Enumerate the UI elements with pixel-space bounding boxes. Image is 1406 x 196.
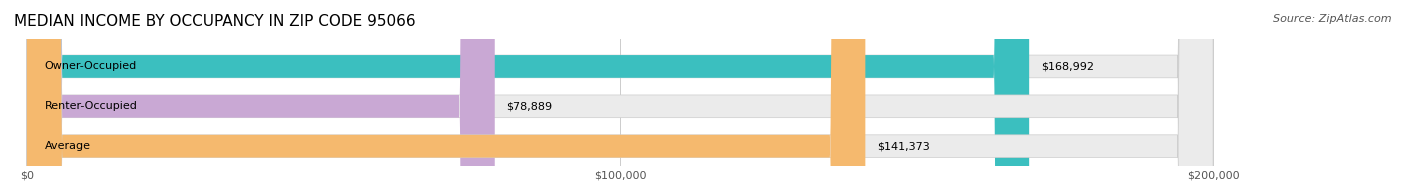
Text: $168,992: $168,992 [1040, 61, 1094, 71]
FancyBboxPatch shape [27, 0, 1213, 196]
FancyBboxPatch shape [27, 0, 1213, 196]
FancyBboxPatch shape [27, 0, 495, 196]
Text: Owner-Occupied: Owner-Occupied [45, 61, 136, 71]
Text: $78,889: $78,889 [506, 101, 553, 111]
Text: Average: Average [45, 141, 90, 151]
Text: $141,373: $141,373 [877, 141, 929, 151]
FancyBboxPatch shape [27, 0, 1213, 196]
FancyBboxPatch shape [27, 0, 1029, 196]
FancyBboxPatch shape [27, 0, 865, 196]
Text: Renter-Occupied: Renter-Occupied [45, 101, 138, 111]
Text: Source: ZipAtlas.com: Source: ZipAtlas.com [1274, 14, 1392, 24]
Text: MEDIAN INCOME BY OCCUPANCY IN ZIP CODE 95066: MEDIAN INCOME BY OCCUPANCY IN ZIP CODE 9… [14, 14, 416, 29]
